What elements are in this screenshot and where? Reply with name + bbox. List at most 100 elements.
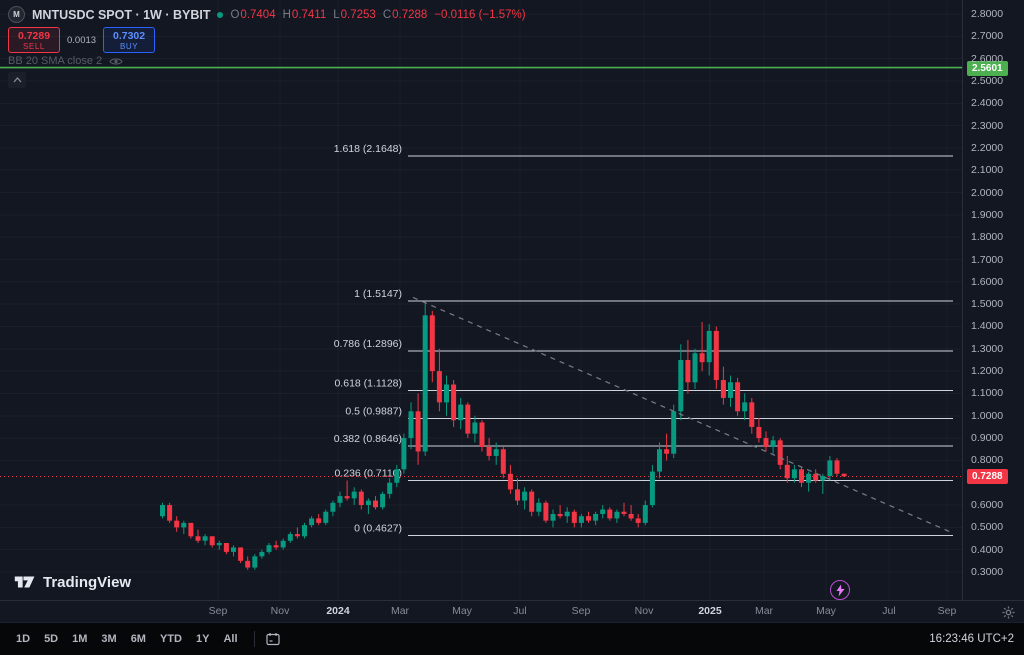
candle [564,511,570,517]
range-button-3m[interactable]: 3M [101,633,117,645]
candle [834,460,840,474]
price-tick: 2.0000 [971,186,1004,199]
price-tick: 0.6000 [971,499,1004,512]
close-label: C [382,8,392,21]
range-button-6m[interactable]: 6M [130,633,146,645]
candle [330,502,336,512]
buy-price: 0.7302 [113,29,146,42]
candle [820,476,826,481]
candle [799,469,804,483]
time-label: Mar [754,605,774,617]
candle [784,464,790,479]
candle [195,536,201,541]
candle [479,422,485,448]
time-axis[interactable]: Sep Nov 2024 Mar May Jul Sep Nov 2025 Mar May Jul Se… [0,600,1024,622]
candle [735,382,741,412]
price-tick: 2.3000 [971,119,1004,132]
candle [252,556,258,568]
low-label: L [333,8,340,21]
buy-button[interactable]: 0.7302 BUY [103,27,156,53]
candle [664,449,670,454]
go-to-date-icon[interactable] [263,630,283,648]
candle [600,509,606,514]
price-tick: 1.2000 [971,365,1004,378]
candle [642,505,648,523]
high-value: 0.7411 [291,8,327,21]
price-tick: 2.6000 [971,52,1004,65]
price-tick: 2.8000 [971,8,1004,20]
open-label: O [230,8,240,21]
candle [344,496,350,499]
indicator-visibility-eye-icon[interactable] [109,57,123,66]
candle [827,460,833,477]
chart-legend: M MNTUSDC SPOT · 1W · BYBIT O 0.7404 H 0.7… [8,6,526,23]
trend-line[interactable] [412,296,951,533]
candle [720,380,726,398]
price-tick: 1.7000 [971,253,1004,266]
candle [685,359,691,383]
candle [472,422,478,434]
candle [223,542,229,552]
indicator-label[interactable]: BB 20 SMA close 2 [8,55,103,67]
candle [543,502,549,521]
symbol-title[interactable]: MNTUSDC SPOT · 1W · BYBIT [32,7,211,22]
chart-canvas[interactable]: 1.618 (2.1648) 1 (1.5147) 0.786 (1.2896) 0.… [0,0,962,600]
candle [358,491,364,506]
price-tick: 2.7000 [971,30,1004,43]
candle [337,496,343,503]
chevron-up-icon [13,77,21,83]
candle [649,471,655,506]
fib-label: 0 (0.4627) [354,523,402,535]
candle [174,520,180,528]
price-tick: 1.6000 [971,275,1004,288]
bb-sma-value-badge: 2.5601 [967,60,1008,76]
time-label: May [452,605,472,617]
chart-pane[interactable]: 1.618 (2.1648) 1 (1.5147) 0.786 (1.2896) 0.… [0,0,962,600]
candle [614,511,620,519]
toolbar-divider [253,631,255,647]
price-tick: 2.5000 [971,74,1004,87]
range-button-1m[interactable]: 1M [72,633,88,645]
price-tick: 1.0000 [971,409,1004,422]
candle [571,511,577,523]
price-tick: 1.9000 [971,208,1004,221]
buy-label: BUY [119,41,139,51]
price-axis[interactable]: 2.5601 0.7288 2.8000 2.7000 2.6000 2.5000 2.… [962,0,1024,600]
range-button-all[interactable]: All [223,633,238,645]
candle [806,473,812,483]
candle [451,384,457,421]
candle [621,511,627,514]
indicator-legend: BB 20 SMA close 2 [8,55,123,67]
candle [515,489,520,501]
candle [841,473,847,477]
candle [593,513,599,521]
change-value: −0.0116 (−1.57%) [434,8,526,21]
fib-label: 0.786 (1.2896) [334,338,402,350]
time-label: Nov [634,605,654,617]
time-label: 2025 [698,605,722,617]
axis-settings-gear-icon[interactable] [1000,604,1016,620]
tradingview-logo[interactable]: TradingView [14,573,131,591]
watermark-text: TradingView [43,573,132,591]
candle [706,330,712,363]
lightning-boost-icon[interactable] [830,580,850,600]
price-tick: 1.8000 [971,231,1004,244]
clock-display[interactable]: 16:23:46 UTC+2 [929,633,1014,645]
candle [394,469,400,483]
candle [770,440,776,448]
range-button-1d[interactable]: 1D [16,633,31,645]
candle [202,536,208,541]
range-button-1y[interactable]: 1Y [195,633,210,645]
collapse-toolbar-button[interactable] [8,72,26,88]
candle [444,384,449,403]
candle [436,371,442,403]
close-value: 0.7288 [392,8,428,21]
candle [756,426,762,439]
candle [238,547,244,561]
sell-button[interactable]: 0.7289 SELL [8,27,60,53]
range-button-5d[interactable]: 5D [44,633,59,645]
candle [671,411,677,454]
candle [160,505,165,517]
range-button-ytd[interactable]: YTD [159,633,182,645]
